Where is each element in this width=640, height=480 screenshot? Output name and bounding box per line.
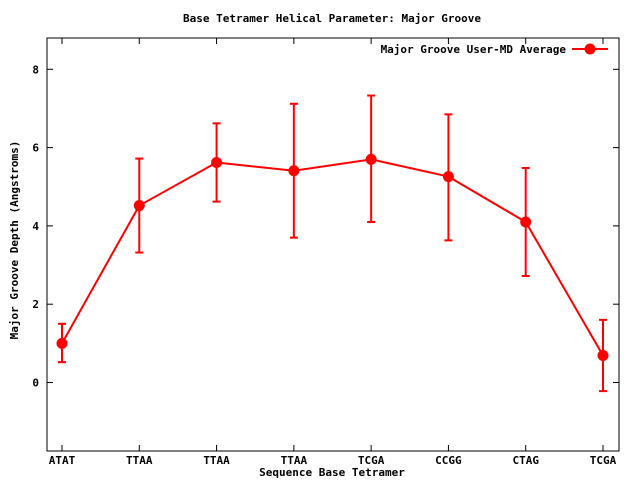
x-tick-label: TTAA bbox=[126, 454, 153, 467]
series-group bbox=[56, 94, 609, 393]
y-tick-label: 4 bbox=[32, 220, 39, 233]
plot-frame bbox=[46, 37, 620, 452]
y-axis-label: Major Groove Depth (Angstroms) bbox=[8, 141, 21, 340]
data-point bbox=[288, 165, 300, 177]
x-tick-label: TTAA bbox=[203, 454, 230, 467]
x-tick-label: TTAA bbox=[281, 454, 308, 467]
series-line bbox=[61, 158, 604, 356]
x-tick-label: ATAT bbox=[49, 454, 76, 467]
y-tick-label: 0 bbox=[32, 376, 39, 389]
x-tick-label: CTAG bbox=[512, 454, 539, 467]
y-tick-label: 6 bbox=[32, 142, 39, 155]
legend-label: Major Groove User-MD Average bbox=[381, 43, 567, 56]
data-point bbox=[56, 337, 68, 349]
x-axis-label: Sequence Base Tetramer bbox=[259, 466, 405, 479]
y-tick-label: 2 bbox=[32, 298, 39, 311]
x-tick-label: TCGA bbox=[590, 454, 617, 467]
data-point bbox=[211, 156, 223, 168]
data-point bbox=[597, 349, 609, 361]
x-tick-label: CCGG bbox=[435, 454, 462, 467]
x-tick-label: TCGA bbox=[358, 454, 385, 467]
y-axis: 0 2 4 6 8 bbox=[32, 63, 619, 389]
legend-marker bbox=[584, 43, 596, 55]
data-point bbox=[365, 153, 377, 165]
x-axis: ATAT TTAA TTAA TTAA TCGA CCGG CTAG TCGA bbox=[49, 38, 617, 467]
data-point bbox=[520, 216, 532, 228]
legend: Major Groove User-MD Average bbox=[381, 43, 608, 56]
data-point bbox=[442, 171, 454, 183]
y-tick-label: 8 bbox=[32, 63, 39, 76]
chart-title: Base Tetramer Helical Parameter: Major G… bbox=[183, 12, 481, 25]
data-point bbox=[133, 200, 145, 212]
